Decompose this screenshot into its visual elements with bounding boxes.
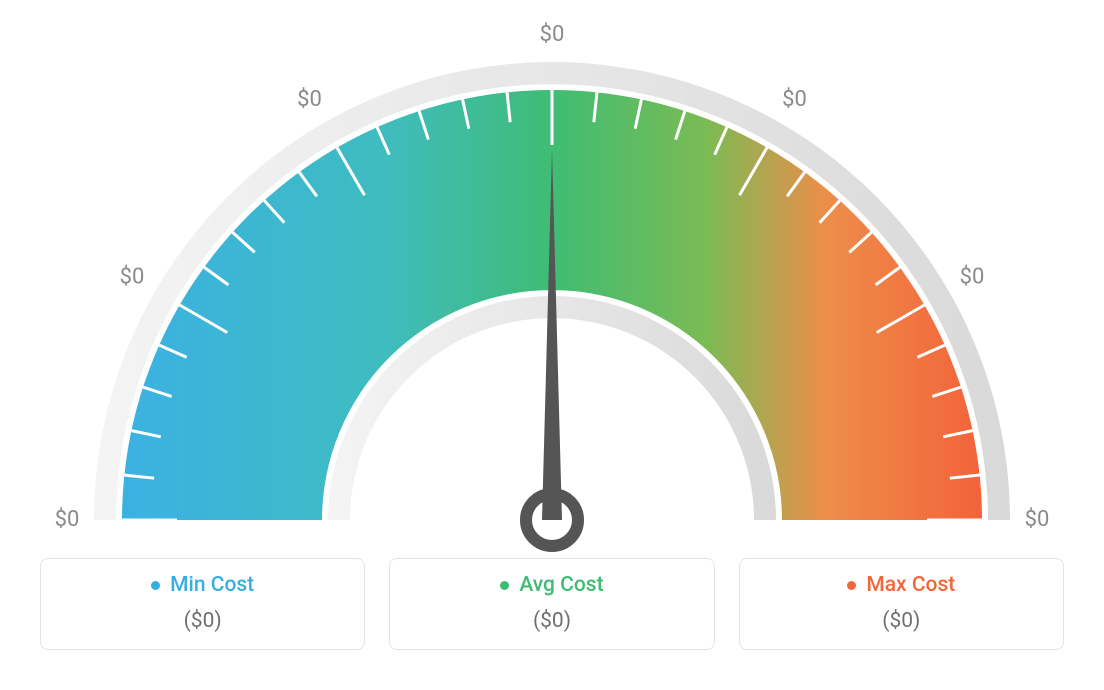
legend-card-max: Max Cost ($0) (739, 558, 1064, 650)
legend-value-max: ($0) (750, 609, 1053, 633)
legend-row: Min Cost ($0) Avg Cost ($0) Max Cost ($0… (40, 558, 1064, 650)
legend-dot-avg (500, 581, 509, 590)
legend-card-avg: Avg Cost ($0) (389, 558, 714, 650)
legend-title-max: Max Cost (750, 573, 1053, 597)
cost-gauge-chart: $0 $0 $0 $0 $0 $0 $0 Min Cost ($0) Avg Cost ($… (0, 0, 1104, 690)
gauge-svg: $0 $0 $0 $0 $0 $0 $0 (0, 0, 1104, 560)
legend-dot-min (151, 581, 160, 590)
legend-dot-max (847, 581, 856, 590)
gauge-area: $0 $0 $0 $0 $0 $0 $0 (0, 0, 1104, 560)
legend-title-avg: Avg Cost (400, 573, 703, 597)
legend-label-avg: Avg Cost (519, 573, 603, 597)
legend-label-min: Min Cost (170, 573, 254, 597)
svg-text:$0: $0 (960, 264, 985, 289)
legend-card-min: Min Cost ($0) (40, 558, 365, 650)
legend-value-avg: ($0) (400, 609, 703, 633)
svg-text:$0: $0 (540, 22, 565, 47)
svg-text:$0: $0 (297, 87, 322, 112)
svg-text:$0: $0 (120, 264, 145, 289)
svg-text:$0: $0 (55, 507, 80, 532)
legend-title-min: Min Cost (51, 573, 354, 597)
legend-label-max: Max Cost (866, 573, 955, 597)
svg-text:$0: $0 (1025, 507, 1050, 532)
legend-value-min: ($0) (51, 609, 354, 633)
svg-text:$0: $0 (782, 87, 807, 112)
